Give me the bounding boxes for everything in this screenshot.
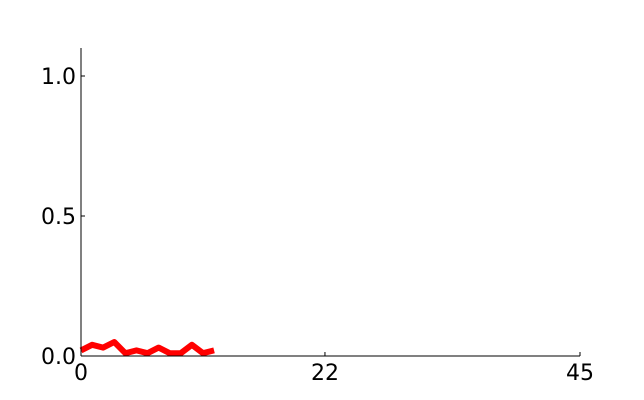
x-tick-label: 0	[74, 361, 88, 386]
x-axis-ticks: 0 22 45	[74, 352, 594, 386]
y-tick-label: 1.0	[41, 65, 76, 90]
y-tick-label: 0.0	[41, 345, 76, 370]
x-tick-label: 22	[311, 361, 339, 386]
axes-layer	[80, 48, 580, 357]
series-layer	[79, 339, 215, 357]
x-tick-label: 45	[566, 361, 594, 386]
y-tick-label: 0.5	[41, 205, 76, 230]
series-line	[79, 339, 215, 357]
y-axis-ticks: 0.0 0.5 1.0	[41, 65, 85, 370]
